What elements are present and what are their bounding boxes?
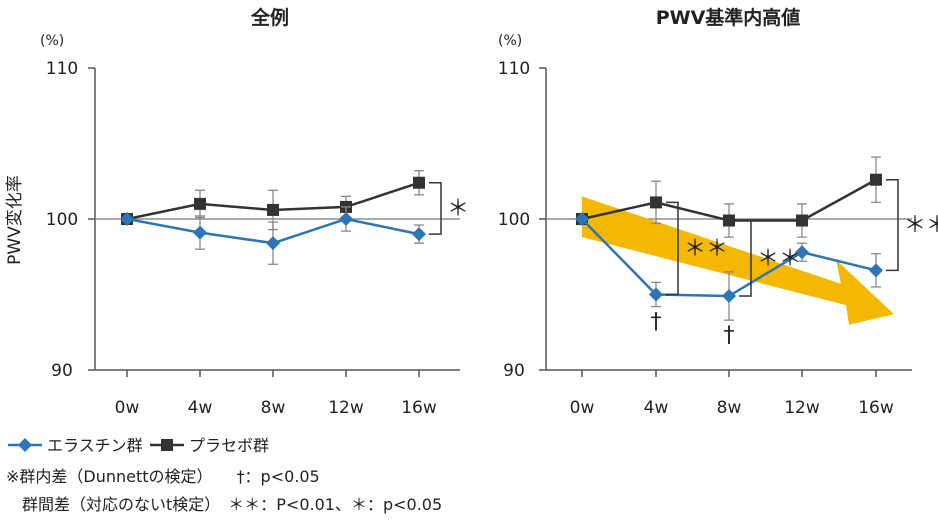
- dagger-mark: †: [724, 323, 735, 348]
- y-tick-label: 110: [498, 59, 530, 79]
- x-tick-label: 0w: [115, 398, 140, 418]
- panel2-title: PWV基準内高値: [656, 6, 801, 29]
- y-tick-label: 90: [51, 361, 73, 381]
- x-tick-label: 4w: [188, 398, 213, 418]
- x-tick-label: 4w: [644, 398, 669, 418]
- data-point-square: [870, 173, 882, 186]
- significance-label: ＊＊: [684, 236, 728, 261]
- x-tick-label: 12w: [328, 398, 364, 418]
- y-tick-label: 110: [46, 59, 78, 79]
- data-point-diamond: [795, 245, 809, 260]
- y-tick-label: 100: [498, 210, 530, 230]
- significance-bracket: [886, 178, 899, 272]
- legend: エラスチン群 プラセボ群: [8, 436, 269, 455]
- panel1-title: 全例: [250, 6, 289, 29]
- significance-bracket: [739, 219, 752, 297]
- significance-bracket: [666, 201, 679, 296]
- data-point-diamond: [722, 289, 736, 304]
- data-point-diamond: [120, 212, 134, 226]
- x-tick-label: 0w: [570, 398, 595, 418]
- x-tick-label: 12w: [784, 398, 820, 418]
- data-point-diamond: [869, 263, 883, 278]
- data-point-diamond: [649, 287, 663, 302]
- legend-label-placebo: プラセボ群: [189, 436, 269, 455]
- panel2-plot: 90 100 110 0w 4w 8w 12w 16w ＊＊ ＊＊ ＊＊ † †: [498, 59, 938, 418]
- dagger-mark: †: [651, 310, 662, 335]
- panel1-unit: (%): [40, 33, 64, 49]
- data-point-diamond: [339, 212, 353, 226]
- note-within-group: ※群内差（Dunnettの検定） †：p<0.05: [6, 467, 320, 486]
- note-between-group: 群間差（対応のないt検定） ＊＊：P<0.01、＊：p<0.05: [22, 495, 442, 514]
- data-point-diamond: [575, 212, 589, 226]
- y-tick-label: 100: [46, 210, 78, 230]
- data-point-square: [796, 214, 808, 227]
- data-point-diamond: [412, 227, 426, 242]
- significance-bracket: [429, 182, 442, 235]
- significance-label: ＊＊: [757, 246, 801, 271]
- data-point-square: [650, 196, 662, 209]
- data-point-square: [723, 214, 735, 227]
- legend-label-elastin: エラスチン群: [47, 436, 143, 455]
- data-point-diamond: [193, 225, 207, 240]
- panel1-ylabel: PWV変化率: [5, 175, 25, 265]
- x-tick-label: 8w: [261, 398, 286, 418]
- y-tick-label: 90: [503, 361, 525, 381]
- panel1-plot: 90 100 110 0w 4w 8w 12w 16w ＊: [46, 59, 469, 418]
- x-tick-label: 8w: [717, 398, 742, 418]
- legend-diamond-marker: [18, 438, 32, 452]
- significance-label: ＊＊: [904, 213, 938, 238]
- data-point-square: [413, 176, 425, 189]
- panel2-unit: (%): [498, 33, 522, 49]
- data-point-square: [194, 197, 206, 210]
- x-tick-label: 16w: [401, 398, 437, 418]
- trend-arrow: [582, 196, 894, 325]
- data-point-diamond: [266, 236, 280, 251]
- data-point-square: [267, 203, 279, 216]
- legend-square-marker: [161, 439, 173, 451]
- significance-label: ＊: [447, 196, 469, 221]
- x-tick-label: 16w: [858, 398, 894, 418]
